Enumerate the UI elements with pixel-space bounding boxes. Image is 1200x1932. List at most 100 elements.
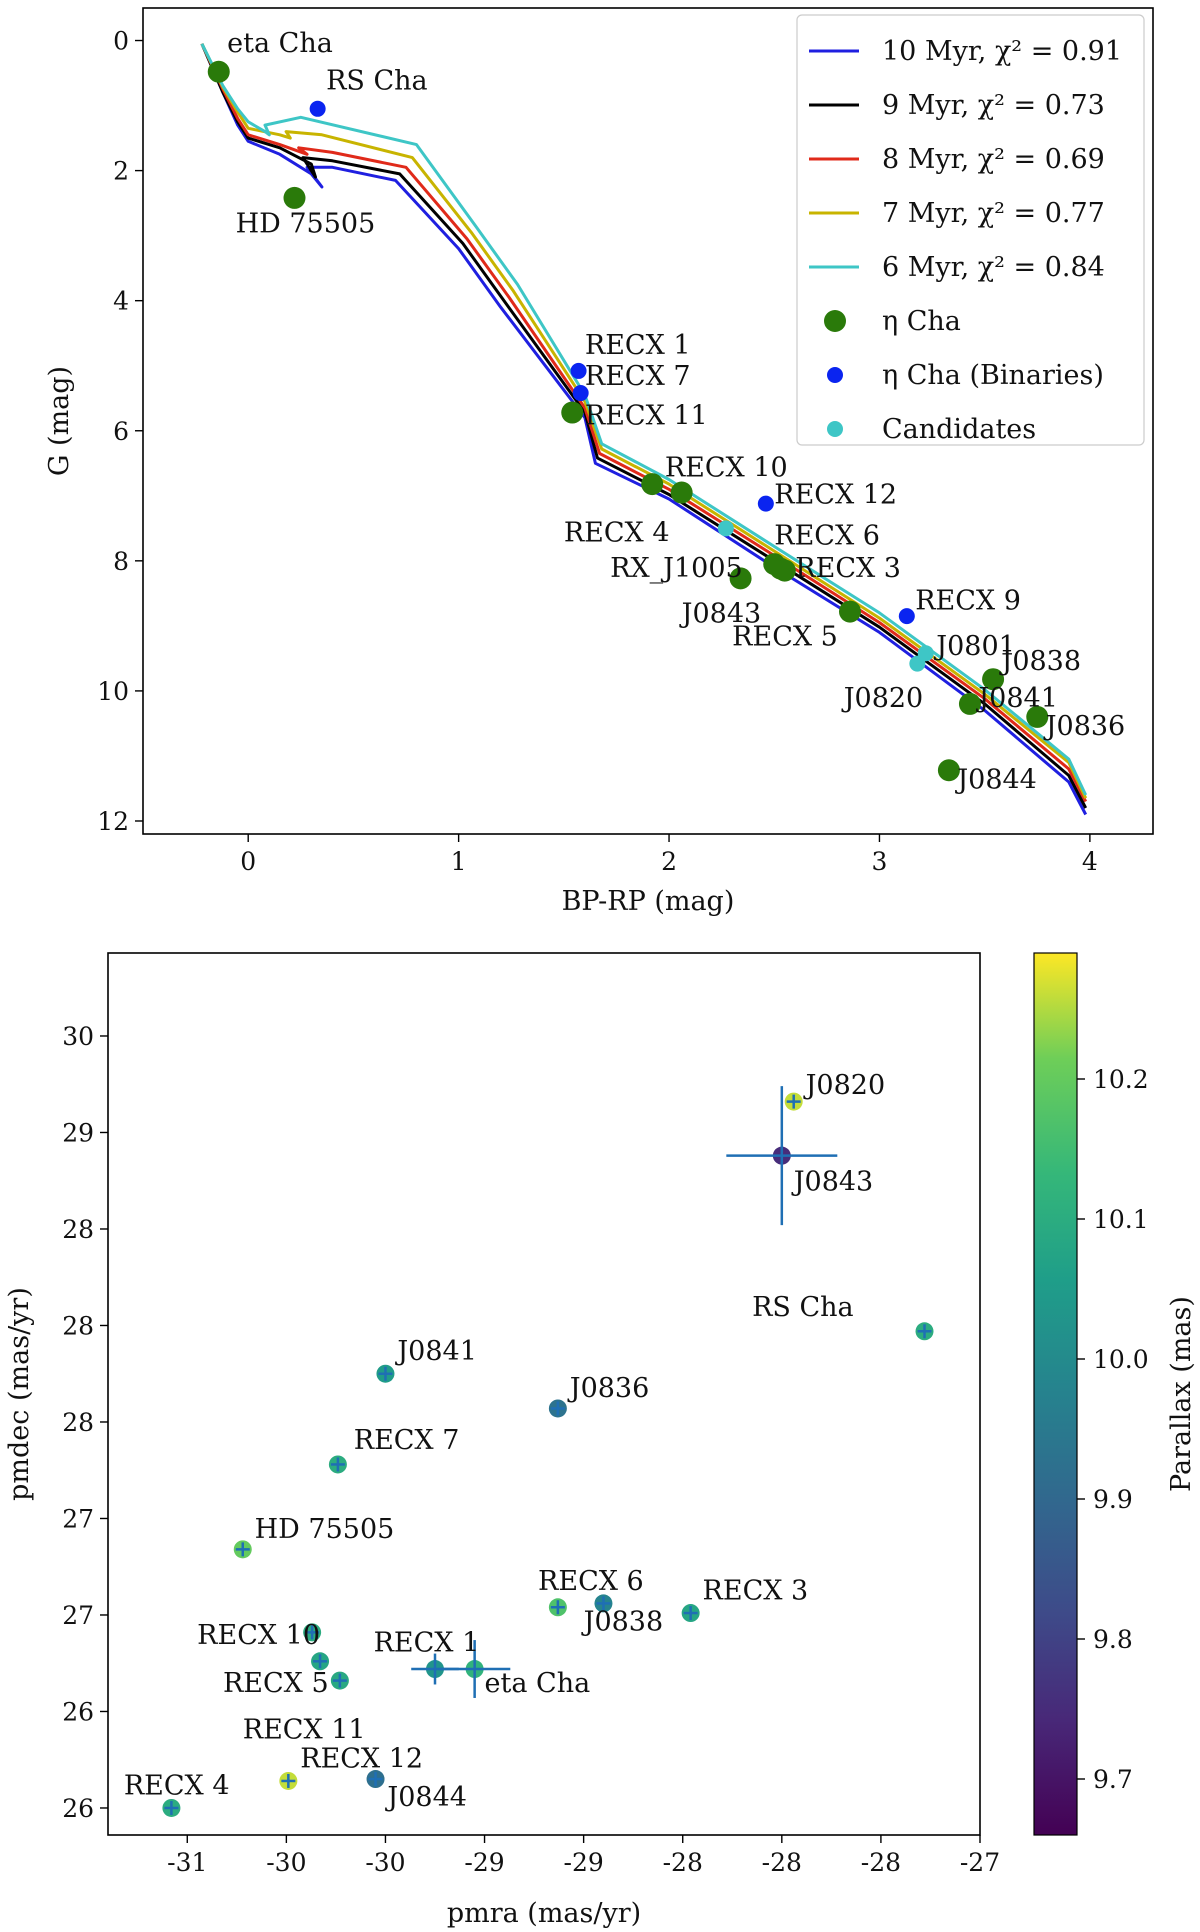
cmd-point-j0844 (937, 759, 960, 782)
cmd-label-j0841: J0841 (975, 683, 1058, 714)
cmd-xtick-label: 3 (872, 847, 888, 876)
cmd-label-recx-11: RECX 11 (585, 400, 708, 431)
pm-ytick-label: 30 (62, 1022, 94, 1051)
legend-label-10-myr-0-91: 10 Myr, χ² = 0.91 (882, 36, 1122, 67)
colorbar-label: Parallax (mas) (1166, 1296, 1197, 1492)
legend-marker-cha (824, 310, 846, 332)
isochrone-lines (200, 43, 1088, 816)
pm-xtick-label: -28 (861, 1848, 901, 1877)
isochrone-9-myr (200, 43, 1088, 809)
cmd-point-recx-5 (839, 600, 861, 623)
cmd-xtick-label: 4 (1082, 847, 1098, 876)
pm-ytick-label: 27 (62, 1504, 94, 1533)
pm-xtick-label: -27 (960, 1848, 1000, 1877)
pm-ytick-label: 26 (62, 1794, 94, 1823)
legend-box (796, 14, 1145, 446)
cmd-point-recx-12 (757, 495, 774, 512)
cmd-point-j0843 (729, 567, 752, 590)
cmd-point-rs-cha (309, 100, 326, 117)
pm-label-j0820: J0820 (803, 1070, 886, 1101)
cmd-label-eta-cha: eta Cha (227, 28, 333, 59)
cmd-x-axis-label: BP-RP (mag) (562, 886, 735, 917)
pm-xtick-label: -29 (564, 1848, 604, 1877)
cmd-point-recx-4 (641, 473, 664, 496)
legend-label-9-myr-0-73: 9 Myr, χ² = 0.73 (882, 90, 1105, 121)
pm-ytick-label: 27 (62, 1601, 94, 1630)
pm-label-j0844: J0844 (384, 1782, 467, 1813)
cmd-label-recx-6: RECX 6 (774, 521, 880, 552)
pm-label-recx-6: RECX 6 (538, 1566, 644, 1597)
cmd-xtick-label: 0 (240, 847, 256, 876)
pm-xtick-label: -30 (266, 1848, 306, 1877)
cmd-ytick-label: 12 (97, 807, 129, 836)
pm-label-rs-cha: RS Cha (752, 1292, 854, 1323)
colorbar-tick-label: 9.9 (1093, 1485, 1133, 1514)
legend-marker-candidates (827, 421, 843, 437)
cmd-point-j0820 (909, 655, 926, 672)
cmd-points (207, 60, 1049, 782)
isochrone-10-myr (200, 43, 1088, 816)
cmd-point-recx-10-candidate (717, 520, 734, 537)
colorbar (1033, 952, 1078, 1836)
cmd-label-recx-1: RECX 1 (585, 330, 691, 361)
cmd-point-hd-75505 (283, 186, 306, 209)
cmd-xtick-label: 1 (451, 847, 467, 876)
colorbar-tick-label: 10.1 (1093, 1205, 1149, 1234)
pm-label-recx-1: RECX 1 (374, 1628, 480, 1659)
legend-marker-cha-binaries (827, 367, 843, 383)
pm-x-axis-label: pmra (mas/yr) (447, 1898, 641, 1929)
cmd-label-j0801: J0801 (933, 631, 1016, 662)
pm-label-j0836: J0836 (567, 1373, 650, 1404)
pm-label-recx-4: RECX 4 (124, 1770, 230, 1801)
pm-label-recx-10: RECX 10 (197, 1620, 320, 1651)
cmd-point-j0838 (982, 668, 1005, 691)
cmd-point-j0841 (958, 692, 981, 715)
cmd-label-recx-7: RECX 7 (585, 361, 691, 392)
legend-label-candidates: Candidates (882, 414, 1036, 445)
pm-xtick-label: -29 (464, 1848, 504, 1877)
cmd-ytick-label: 4 (113, 287, 129, 316)
cmd-point-recx-9 (898, 608, 915, 625)
pm-ytick-label: 28 (62, 1311, 94, 1340)
legend-label-cha-binaries: η Cha (Binaries) (882, 360, 1104, 391)
isochrone-7-myr (200, 43, 1088, 799)
cmd-label-recx-12: RECX 12 (774, 480, 897, 511)
pm-ytick-label: 28 (62, 1215, 94, 1244)
pm-ytick-label: 28 (62, 1408, 94, 1437)
pm-xtick-label: -28 (663, 1848, 703, 1877)
cmd-label-hd-75505: HD 75505 (236, 208, 376, 239)
cmd-point-eta-cha (207, 60, 230, 83)
pm-label-eta-cha: eta Cha (485, 1668, 591, 1699)
colorbar-tick-label: 9.8 (1093, 1625, 1133, 1654)
legend-label-cha: η Cha (882, 306, 961, 337)
cmd-ytick-label: 6 (113, 417, 129, 446)
cmd-point-recx-3 (773, 559, 796, 582)
pm-annotations: J0820 J0843 RS Cha J0841 J0836 RECX 7 HD 75505… (124, 1070, 885, 1813)
cmd-label-recx-9: RECX 9 (915, 586, 1021, 617)
cmd-label-j0836: J0836 (1043, 711, 1126, 742)
cmd-point-recx-1 (570, 362, 587, 379)
cmd-ytick-label: 10 (97, 677, 129, 706)
pm-ytick-label: 29 (62, 1118, 94, 1147)
cmd-label-recx-3: RECX 3 (795, 553, 901, 584)
cmd-axes-frame (142, 7, 1154, 835)
pm-points (162, 1086, 934, 1817)
pm-label-recx-5: RECX 5 (223, 1668, 329, 1699)
pm-ticks: -31 -30 -30 -29 -29 -28 -28 -28 -27 26 26 27 27 28 28 2… (62, 1022, 1000, 1877)
pm-label-j0843: J0843 (791, 1166, 874, 1197)
cmd-xtick-label: 2 (661, 847, 677, 876)
cmd-point-recx-7 (572, 385, 589, 402)
cmd-y-axis-label: G (mag) (44, 366, 75, 476)
pm-label-j0838: J0838 (581, 1606, 664, 1637)
colorbar-ticks: 9.7 9.8 9.9 10.0 10.1 10.2 (1077, 1065, 1149, 1794)
pm-label-recx-3: RECX 3 (703, 1576, 809, 1607)
colorbar-tick-label: 10.2 (1093, 1065, 1149, 1094)
cmd-label-rx-j1005: RX_J1005 (610, 553, 743, 584)
cmd-label-recx-5: RECX 5 (732, 621, 838, 652)
pm-xtick-label: -28 (762, 1848, 802, 1877)
pm-label-recx-11: RECX 11 (243, 1715, 366, 1746)
colorbar-tick-label: 10.0 (1093, 1345, 1149, 1374)
pm-y-axis-label: pmdec (mas/yr) (4, 1287, 35, 1501)
